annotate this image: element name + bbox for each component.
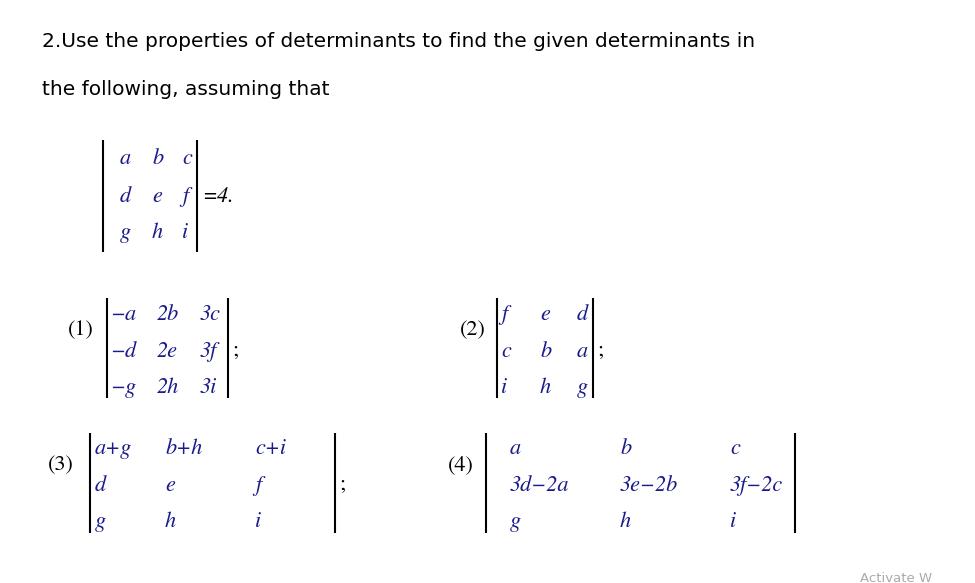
- Text: c+i: c+i: [255, 438, 286, 459]
- Text: b+h: b+h: [165, 438, 202, 459]
- Text: f: f: [255, 475, 261, 496]
- Text: ;: ;: [232, 341, 238, 361]
- Text: a: a: [120, 148, 131, 169]
- Text: i: i: [501, 377, 507, 398]
- Text: g: g: [120, 222, 131, 243]
- Text: 3c: 3c: [200, 304, 221, 325]
- Text: a: a: [510, 438, 521, 459]
- Text: 3e−2b: 3e−2b: [620, 475, 679, 496]
- Text: ;: ;: [597, 341, 604, 361]
- Text: i: i: [182, 222, 188, 243]
- Text: 2.Use the properties of determinants to find the given determinants in: 2.Use the properties of determinants to …: [42, 32, 755, 51]
- Text: b: b: [152, 148, 163, 169]
- Text: g: g: [577, 377, 588, 398]
- Text: 2e: 2e: [157, 341, 178, 362]
- Text: (4): (4): [448, 455, 474, 475]
- Text: a: a: [577, 341, 588, 362]
- Text: e: e: [152, 186, 162, 207]
- Text: 3i: 3i: [200, 377, 217, 398]
- Text: g: g: [95, 511, 106, 532]
- Text: h: h: [540, 377, 551, 398]
- Text: d: d: [120, 186, 131, 207]
- Text: h: h: [620, 511, 631, 532]
- Text: −a: −a: [110, 304, 136, 325]
- Text: =4.: =4.: [202, 186, 234, 207]
- Text: 3f: 3f: [200, 341, 217, 362]
- Text: b: b: [540, 341, 551, 362]
- Text: c: c: [501, 341, 511, 362]
- Text: −g: −g: [110, 377, 136, 398]
- Text: i: i: [730, 511, 736, 532]
- Text: c: c: [182, 148, 192, 169]
- Text: f: f: [501, 304, 507, 325]
- Text: 3f−2c: 3f−2c: [730, 475, 783, 496]
- Text: 2h: 2h: [157, 377, 179, 398]
- Text: e: e: [165, 475, 175, 496]
- Text: −d: −d: [110, 341, 136, 362]
- Text: e: e: [540, 304, 550, 325]
- Text: h: h: [152, 222, 163, 243]
- Text: c: c: [730, 438, 740, 459]
- Text: h: h: [165, 511, 176, 532]
- Text: i: i: [255, 511, 261, 532]
- Text: (1): (1): [68, 320, 94, 340]
- Text: (2): (2): [460, 320, 486, 340]
- Text: (3): (3): [48, 455, 74, 475]
- Text: b: b: [620, 438, 631, 459]
- Text: a+g: a+g: [95, 438, 133, 459]
- Text: d: d: [95, 475, 106, 496]
- Text: ;: ;: [339, 475, 345, 495]
- Text: the following, assuming that: the following, assuming that: [42, 80, 330, 99]
- Text: Activate W: Activate W: [860, 572, 932, 583]
- Text: f: f: [182, 186, 188, 207]
- Text: 3d−2a: 3d−2a: [510, 475, 569, 496]
- Text: g: g: [510, 511, 521, 532]
- Text: d: d: [577, 304, 588, 325]
- Text: 2b: 2b: [157, 304, 179, 325]
